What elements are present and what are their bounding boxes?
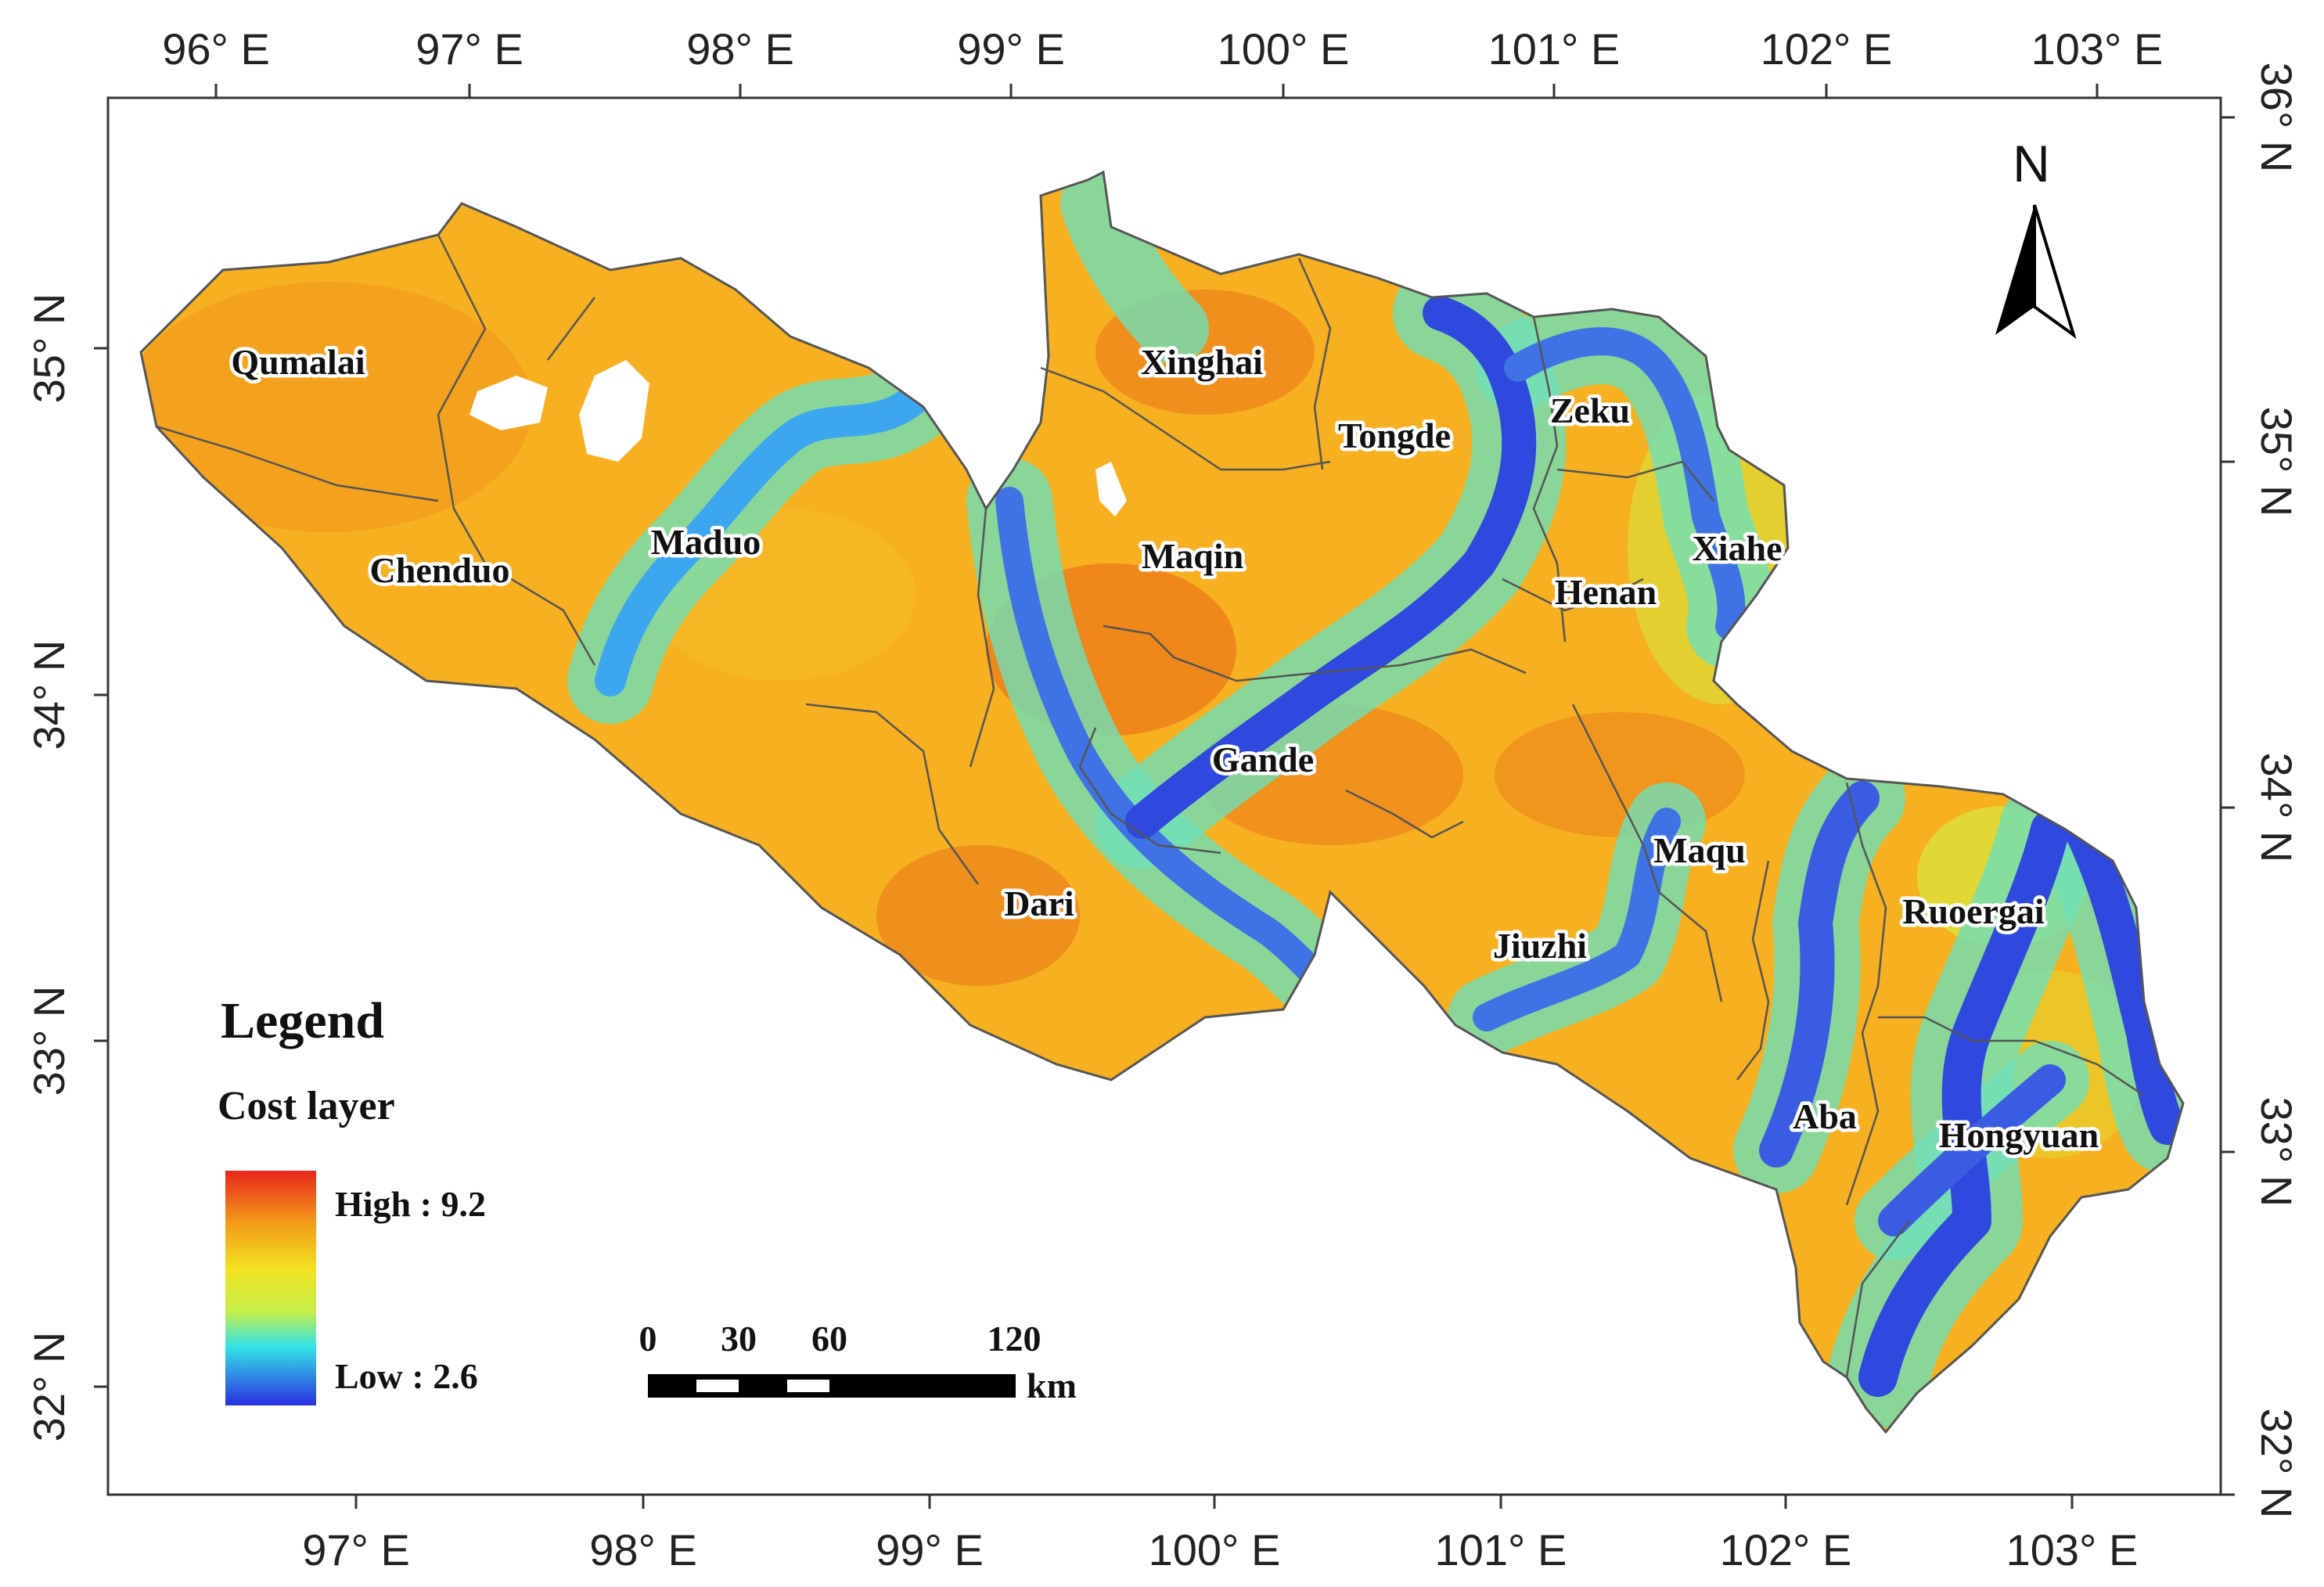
bottom-axis-label: 97° E <box>302 1525 410 1574</box>
bottom-axis-label: 100° E <box>1149 1525 1281 1574</box>
legend-high-label: High : 9.2 <box>335 1184 486 1224</box>
bottom-axis-labels: 97° E 98° E 99° E 100° E 101° E 102° E 1… <box>302 1525 2138 1574</box>
top-axis-label: 103° E <box>2031 24 2164 74</box>
county-label-xiahe: Xiahe <box>1693 528 1783 568</box>
county-label-jiuzhi: Jiuzhi <box>1493 926 1587 966</box>
legend-title: Legend <box>221 992 384 1049</box>
top-axis-label: 100° E <box>1218 24 1350 74</box>
county-label-qumalai: Qumalai <box>231 342 365 382</box>
top-axis-ticks <box>214 84 2099 98</box>
legend: Legend Cost layer High : 9.2 Low : 2.6 <box>218 992 486 1405</box>
bottom-axis-label: 98° E <box>589 1525 697 1574</box>
right-axis-label: 33° N <box>2252 1097 2301 1207</box>
right-axis-label: 32° N <box>2252 1409 2301 1519</box>
top-axis-label: 96° E <box>162 24 270 74</box>
north-arrow-label: N <box>2013 135 2050 193</box>
right-axis-label: 35° N <box>2252 407 2301 517</box>
county-label-aba: Aba <box>1793 1096 1857 1136</box>
bottom-axis-ticks <box>354 1495 2074 1509</box>
scale-bar-segment <box>696 1380 739 1392</box>
county-label-maduo: Maduo <box>651 522 761 562</box>
top-axis-label: 99° E <box>957 24 1065 74</box>
top-axis-label: 97° E <box>416 24 523 74</box>
scale-bar: 0 30 60 120 km <box>639 1319 1077 1405</box>
top-axis-label: 102° E <box>1761 24 1893 74</box>
left-axis-label: 33° N <box>24 986 74 1096</box>
county-label-zeku: Zeku <box>1550 390 1630 430</box>
county-label-ruoergai: Ruoergai <box>1902 891 2045 931</box>
county-label-xinghai: Xinghai <box>1141 342 1263 382</box>
top-axis-label: 101° E <box>1488 24 1621 74</box>
left-axis-labels: 35° N 34° N 33° N 32° N <box>24 293 74 1442</box>
top-axis-labels: 96° E 97° E 98° E 99° E 100° E 101° E 10… <box>162 24 2163 74</box>
bottom-axis-label: 101° E <box>1435 1525 1567 1574</box>
county-labels: Qumalai Chenduo Maduo Xinghai Tongde Zek… <box>228 339 2103 1159</box>
county-label-hongyuan: Hongyuan <box>1939 1115 2099 1155</box>
bottom-axis-label: 102° E <box>1720 1525 1852 1574</box>
scale-tick-label: 60 <box>811 1319 847 1358</box>
scale-tick-label: 120 <box>988 1319 1041 1358</box>
left-axis-label: 32° N <box>24 1332 74 1442</box>
north-arrow-icon <box>1995 205 2034 335</box>
legend-low-label: Low : 2.6 <box>335 1356 478 1396</box>
left-axis-label: 34° N <box>24 640 74 750</box>
county-label-maqin: Maqin <box>1142 536 1243 576</box>
scale-unit: km <box>1027 1366 1077 1405</box>
legend-color-ramp <box>225 1171 316 1405</box>
scale-bar-segment <box>787 1380 829 1392</box>
scale-tick-label: 30 <box>721 1319 757 1358</box>
north-arrow: N <box>1995 135 2077 340</box>
right-axis-label: 36° N <box>2252 63 2301 173</box>
scale-tick-label: 0 <box>639 1319 657 1358</box>
county-label-maqu: Maqu <box>1653 830 1746 870</box>
legend-subtitle: Cost layer <box>218 1084 395 1128</box>
bottom-axis-label: 103° E <box>2006 1525 2139 1574</box>
county-label-chenduo: Chenduo <box>370 550 510 590</box>
county-label-henan: Henan <box>1555 572 1657 612</box>
county-label-gande: Gande <box>1212 740 1314 779</box>
bottom-axis-label: 99° E <box>876 1525 984 1574</box>
right-axis-ticks <box>2221 116 2235 1496</box>
county-label-tongde: Tongde <box>1338 416 1451 455</box>
left-axis-label: 35° N <box>24 293 74 404</box>
north-arrow-icon-outline <box>2033 204 2077 340</box>
top-axis-label: 98° E <box>686 24 794 74</box>
right-axis-labels: 36° N 35° N 34° N 33° N 32° N <box>2252 63 2301 1519</box>
left-axis-ticks <box>94 347 108 1388</box>
county-label-dari: Dari <box>1004 883 1074 923</box>
right-axis-label: 34° N <box>2252 753 2301 863</box>
